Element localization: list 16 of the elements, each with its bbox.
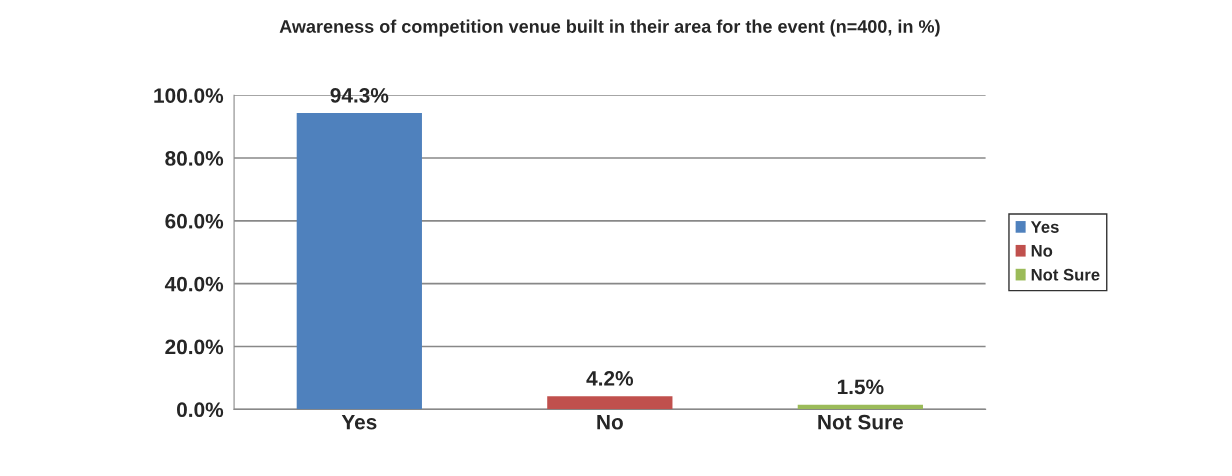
- y-tick-label: 80.0%: [165, 151, 224, 166]
- data-label: 4.2%: [586, 371, 634, 386]
- data-label: 94.3%: [330, 87, 389, 103]
- chart-title: Awareness of competition venue built in their area for the event (n=400, in %): [279, 19, 940, 37]
- x-tick-label: No: [597, 414, 623, 430]
- legend-label: Not Sure: [1031, 268, 1100, 281]
- data-label: 1.5%: [837, 379, 884, 395]
- y-tick-label: 100.0%: [154, 88, 224, 103]
- legend-label: Yes: [1030, 221, 1059, 233]
- legend-label: No: [1031, 245, 1053, 257]
- x-tick-label: Not Sure: [818, 414, 904, 430]
- x-tick-label: Yes: [341, 414, 377, 430]
- y-tick-label: 60.0%: [165, 213, 224, 229]
- y-tick-label: 40.0%: [164, 276, 224, 292]
- y-tick-label: 0.0%: [177, 402, 224, 418]
- y-tick-label: 20.0%: [165, 339, 224, 355]
